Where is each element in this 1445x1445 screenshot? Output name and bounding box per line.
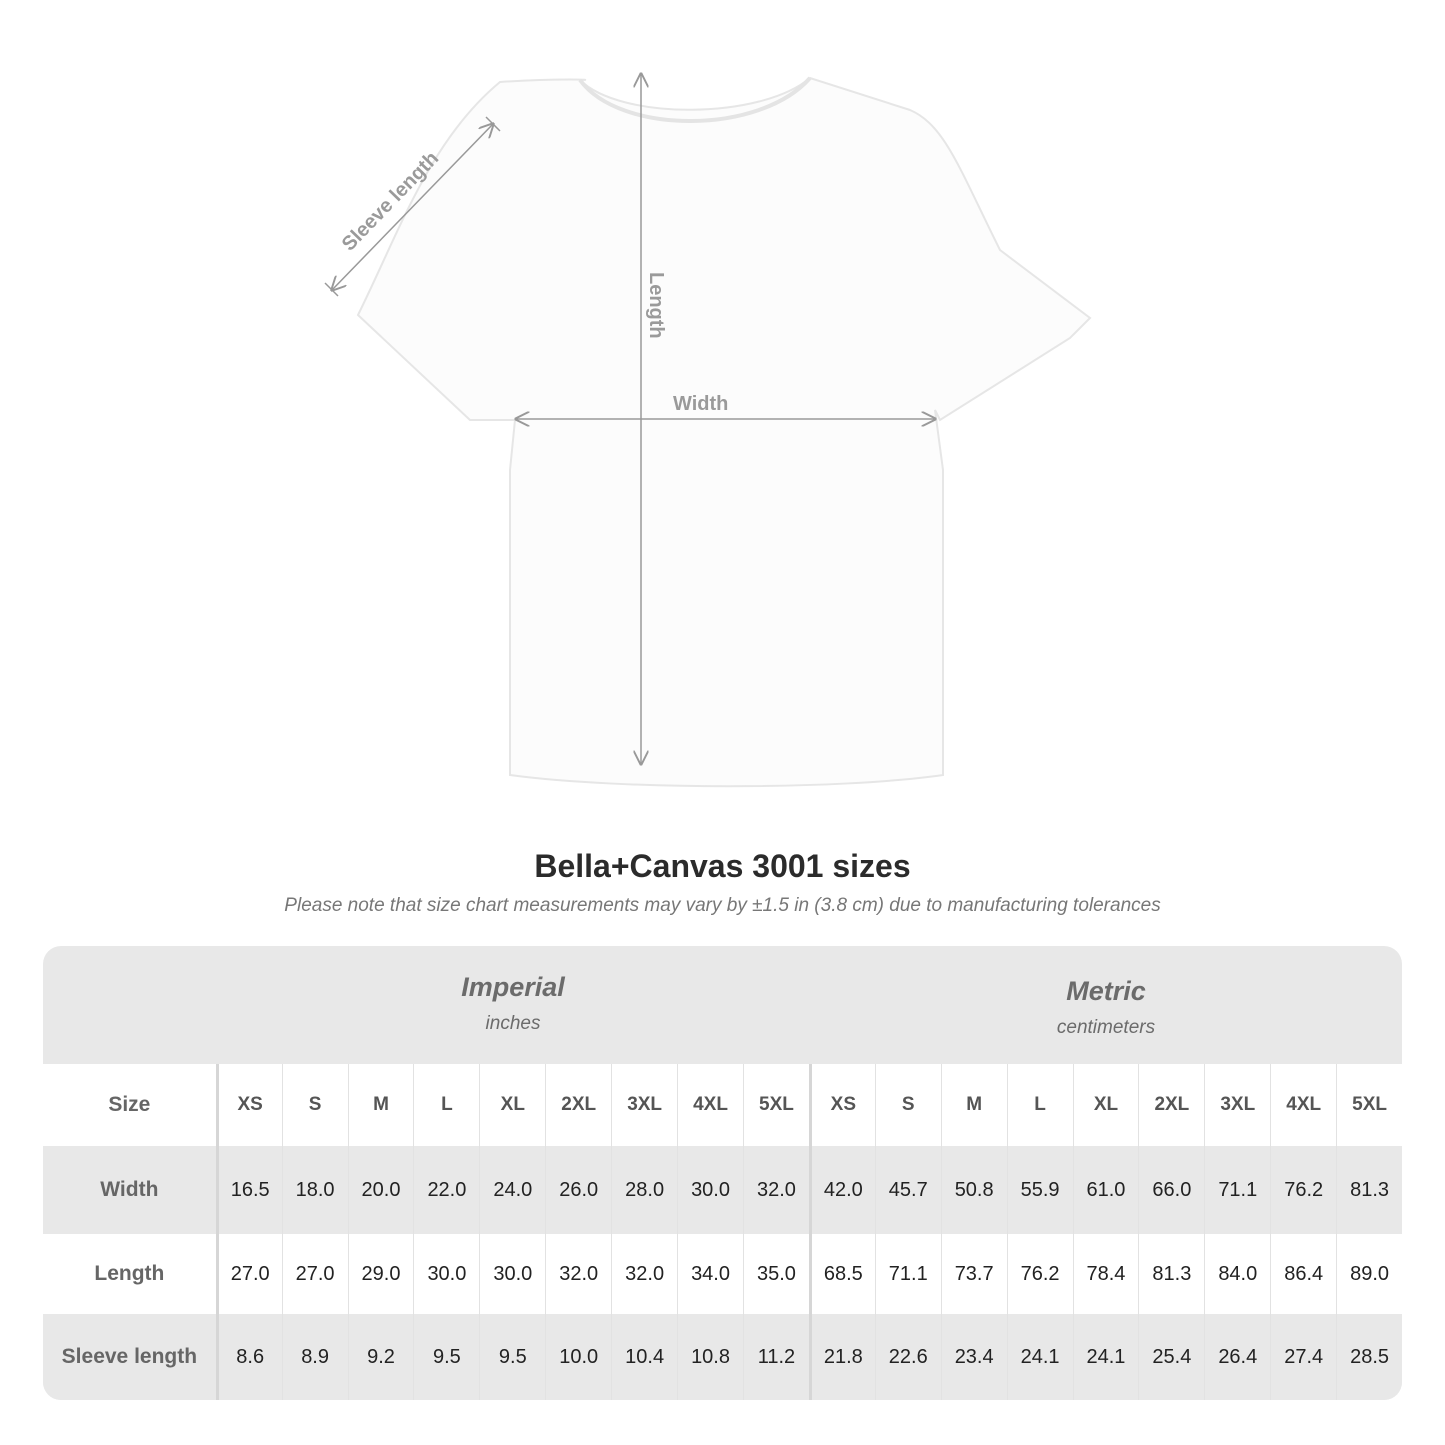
- tshirt-diagram: Sleeve length Length Width: [324, 0, 1092, 788]
- metric-value-cell: 81.3: [1138, 1234, 1204, 1314]
- metric-unit: centimeters: [1056, 1017, 1156, 1038]
- table-row-width: Width 16.5 18.0 20.0 22.0 24.0 26.0 28.0 30.0 32.…: [43, 1146, 1402, 1234]
- metric-value-cell: 84.0: [1204, 1234, 1270, 1314]
- imperial-value-cell: 9.5: [413, 1314, 479, 1400]
- table-row-length: Length 27.0 27.0 29.0 30.0 30.0 32.0 32.0 34.0 35…: [43, 1234, 1402, 1314]
- metric-value-cell: 26.4: [1204, 1314, 1270, 1400]
- imperial-value-cell: 32.0: [545, 1234, 611, 1314]
- imperial-size-s: S: [281, 1064, 348, 1146]
- imperial-value-cell: 10.8: [677, 1314, 743, 1400]
- metric-value-cell: 81.3: [1336, 1146, 1402, 1234]
- width-label: Width: [673, 393, 728, 415]
- metric-value-cell: 71.1: [874, 1234, 941, 1314]
- size-header-row: Size XS S M L XL 2XL 3XL 4XL 5XL XS S M L XL 2XL 3XL 4XL 5…: [43, 1064, 1402, 1146]
- metric-value-cell: 25.4: [1138, 1314, 1204, 1400]
- tshirt-shape: [356, 76, 1092, 788]
- imperial-value-cell: 29.0: [347, 1234, 414, 1314]
- metric-value-cell: 24.1: [1072, 1314, 1139, 1400]
- metric-value-cell: 50.8: [940, 1146, 1007, 1234]
- imperial-value-cell: 34.0: [677, 1234, 743, 1314]
- metric-size-3xl: 3XL: [1204, 1064, 1270, 1146]
- metric-value-cell: 23.4: [940, 1314, 1007, 1400]
- imperial-value-cell: 30.0: [677, 1146, 743, 1234]
- imperial-value-cell: 10.0: [545, 1314, 611, 1400]
- width-dimension: Width: [516, 393, 935, 419]
- metric-value-cell: 42.0: [808, 1146, 875, 1234]
- metric-value-cell: 22.6: [874, 1314, 941, 1400]
- metric-header: Metric centimeters: [810, 946, 1402, 1094]
- row-label: Sleeve length: [61, 1345, 198, 1368]
- metric-size-xs: XS: [808, 1064, 875, 1146]
- imperial-value-cell: 9.5: [479, 1314, 545, 1400]
- metric-title: Metric: [1066, 976, 1146, 1006]
- imperial-value-cell: 9.2: [347, 1314, 414, 1400]
- imperial-value-cell: 8.9: [281, 1314, 348, 1400]
- imperial-value-cell: 28.0: [611, 1146, 677, 1234]
- imperial-value-cell: 16.5: [215, 1146, 282, 1234]
- metric-value-cell: 78.4: [1072, 1234, 1139, 1314]
- imperial-unit: inches: [485, 1013, 541, 1034]
- metric-value-cell: 76.2: [1006, 1234, 1073, 1314]
- metric-size-m: M: [940, 1064, 1007, 1146]
- chart-title: Bella+Canvas 3001 sizes: [534, 848, 911, 884]
- row-label: Length: [94, 1262, 165, 1285]
- imperial-value-cell: 27.0: [281, 1234, 348, 1314]
- imperial-value-cell: 30.0: [413, 1234, 479, 1314]
- imperial-value-cell: 27.0: [215, 1234, 282, 1314]
- metric-size-4xl: 4XL: [1270, 1064, 1336, 1146]
- metric-value-cell: 55.9: [1006, 1146, 1073, 1234]
- imperial-size-4xl: 4XL: [677, 1064, 743, 1146]
- metric-value-cell: 86.4: [1270, 1234, 1336, 1314]
- imperial-value-cell: 20.0: [347, 1146, 414, 1234]
- metric-size-xl: XL: [1072, 1064, 1139, 1146]
- size-table: Imperial inches Metric centimeters Size X…: [43, 946, 1402, 1400]
- imperial-value-cell: 24.0: [479, 1146, 545, 1234]
- metric-value-cell: 27.4: [1270, 1314, 1336, 1400]
- row-label: Width: [100, 1178, 159, 1201]
- imperial-title: Imperial: [461, 972, 565, 1002]
- imperial-value-cell: 35.0: [742, 1234, 809, 1314]
- imperial-value-cell: 32.0: [611, 1234, 677, 1314]
- metric-size-5xl: 5XL: [1336, 1064, 1402, 1146]
- imperial-header: Imperial inches: [216, 946, 810, 1090]
- metric-value-cell: 71.1: [1204, 1146, 1270, 1234]
- metric-value-cell: 76.2: [1270, 1146, 1336, 1234]
- metric-value-cell: 28.5: [1336, 1314, 1402, 1400]
- table-row-sleeve-length: Sleeve length 8.6 8.9 9.2 9.5 9.5 10.0 10.4 10.8…: [43, 1314, 1402, 1400]
- length-label: Length: [645, 272, 667, 339]
- metric-value-cell: 66.0: [1138, 1146, 1204, 1234]
- metric-size-s: S: [874, 1064, 941, 1146]
- metric-value-cell: 68.5: [808, 1234, 875, 1314]
- imperial-size-xl: XL: [479, 1064, 545, 1146]
- imperial-value-cell: 18.0: [281, 1146, 348, 1234]
- metric-value-cell: 45.7: [874, 1146, 941, 1234]
- imperial-value-cell: 32.0: [742, 1146, 809, 1234]
- metric-value-cell: 89.0: [1336, 1234, 1402, 1314]
- metric-value-cell: 61.0: [1072, 1146, 1139, 1234]
- imperial-value-cell: 30.0: [479, 1234, 545, 1314]
- size-header-label: Size: [108, 1093, 151, 1116]
- metric-value-cell: 73.7: [940, 1234, 1007, 1314]
- metric-size-l: L: [1006, 1064, 1073, 1146]
- imperial-value-cell: 26.0: [545, 1146, 611, 1234]
- metric-value-cell: 24.1: [1006, 1314, 1073, 1400]
- imperial-value-cell: 10.4: [611, 1314, 677, 1400]
- imperial-value-cell: 11.2: [742, 1314, 809, 1400]
- metric-value-cell: 21.8: [808, 1314, 875, 1400]
- imperial-value-cell: 8.6: [215, 1314, 282, 1400]
- imperial-size-m: M: [347, 1064, 414, 1146]
- imperial-value-cell: 22.0: [413, 1146, 479, 1234]
- metric-size-2xl: 2XL: [1138, 1064, 1204, 1146]
- imperial-size-xs: XS: [215, 1064, 282, 1146]
- tolerance-note: Please note that size chart measurements…: [284, 895, 1161, 916]
- imperial-size-5xl: 5XL: [742, 1064, 809, 1146]
- imperial-size-l: L: [413, 1064, 479, 1146]
- imperial-size-2xl: 2XL: [545, 1064, 611, 1146]
- imperial-size-3xl: 3XL: [611, 1064, 677, 1146]
